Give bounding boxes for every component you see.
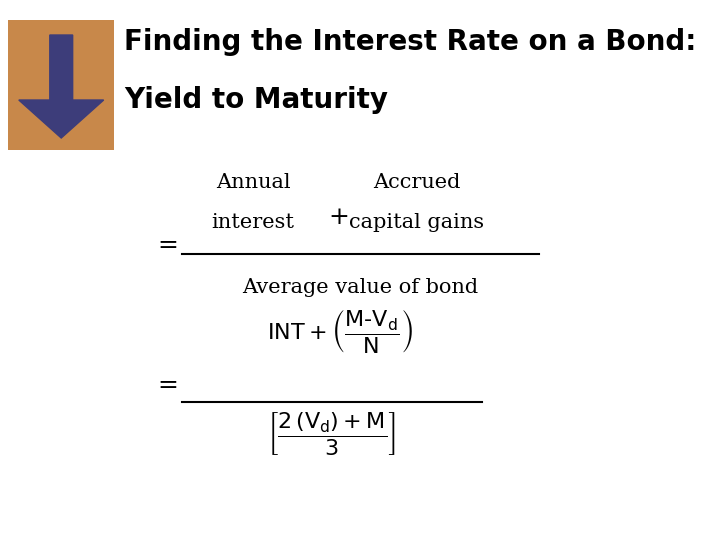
Text: interest: interest [212,213,294,232]
Text: Average value of bond: Average value of bond [243,278,479,297]
Bar [8,20,114,150]
Text: $\left[\dfrac{2\,(\mathrm{V_d})+\mathrm{M}}{3}\right]$: $\left[\dfrac{2\,(\mathrm{V_d})+\mathrm{… [267,410,397,457]
Text: $\mathrm{INT} + \left(\dfrac{\mathrm{M \text{-} V_d}}{\mathrm{N}}\right)$: $\mathrm{INT} + \left(\dfrac{\mathrm{M \… [267,307,413,355]
Text: Accrued: Accrued [373,173,460,192]
Text: Yield to Maturity: Yield to Maturity [124,86,388,114]
Text: +: + [328,206,349,228]
Text: $=$: $=$ [153,231,178,255]
Text: Annual: Annual [216,173,290,192]
Text: Finding the Interest Rate on a Bond:: Finding the Interest Rate on a Bond: [124,28,696,56]
Polygon shape [19,35,104,138]
Text: capital gains: capital gains [348,213,484,232]
Text: $=$: $=$ [153,372,178,395]
